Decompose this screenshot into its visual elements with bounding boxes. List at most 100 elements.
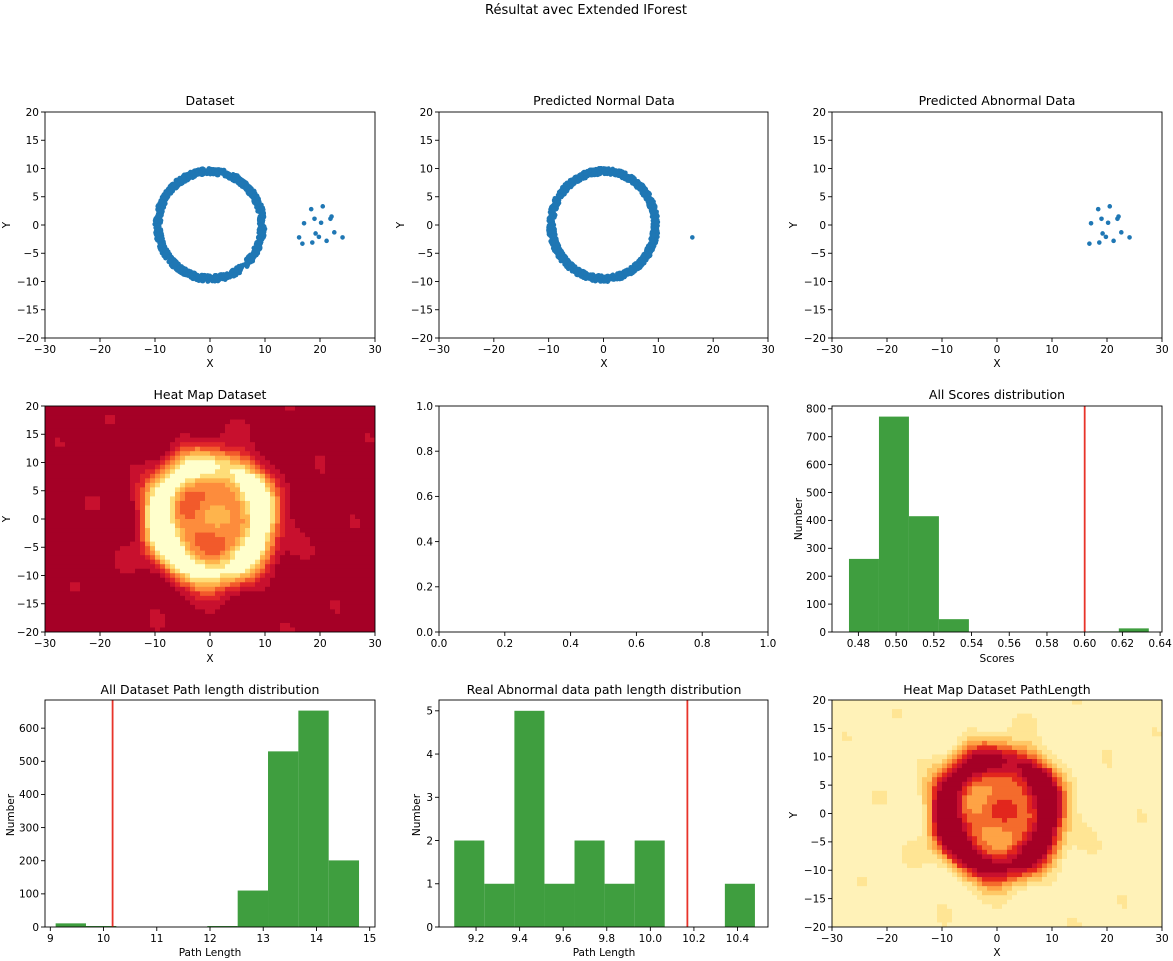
heatmap-cell xyxy=(150,505,156,511)
heatmap-cell xyxy=(90,428,96,434)
heatmap-cell xyxy=(305,555,311,561)
heatmap-cell xyxy=(265,500,271,507)
heatmap-cell xyxy=(130,469,136,475)
heatmap-cell xyxy=(180,622,186,629)
heatmap-cell xyxy=(145,496,151,502)
heatmap-cell xyxy=(260,613,266,620)
heatmap-cell xyxy=(150,455,156,461)
heatmap-cell xyxy=(95,523,101,529)
heatmap-cell xyxy=(45,523,51,529)
heatmap-cell xyxy=(50,437,56,443)
heatmap-cell xyxy=(140,591,146,597)
heatmap-cell xyxy=(315,433,321,439)
heatmap-cell xyxy=(295,482,301,488)
heatmap-cell xyxy=(165,591,171,597)
heatmap-cell xyxy=(160,496,166,502)
heatmap-cell xyxy=(95,482,101,488)
heatmap-cell xyxy=(195,437,201,443)
heatmap-cell xyxy=(240,442,246,448)
heatmap-cell xyxy=(240,604,246,610)
heatmap-cell xyxy=(105,564,111,570)
heatmap-cell xyxy=(130,627,136,632)
heatmap-cell xyxy=(135,464,141,470)
heatmap-cell xyxy=(245,455,251,461)
heatmap-cell xyxy=(165,582,171,588)
heatmap-cell xyxy=(220,482,226,488)
heatmap-cell xyxy=(285,464,291,470)
scatter-point xyxy=(182,267,188,272)
heatmap-cell xyxy=(275,519,281,525)
heatmap-cell xyxy=(160,618,166,624)
scatter-point xyxy=(556,200,562,206)
scatter-point xyxy=(209,275,215,281)
y-tick-label: 20 xyxy=(420,107,433,119)
heatmap-cell xyxy=(125,478,131,484)
heatmap-cell xyxy=(100,618,106,624)
heatmap-cell xyxy=(270,496,276,502)
heatmap-cell xyxy=(285,564,291,570)
heatmap-cell xyxy=(155,446,161,452)
heatmap-cell xyxy=(230,500,236,507)
heatmap-cell xyxy=(270,568,276,574)
x-tick-label: 0 xyxy=(994,344,1001,356)
heatmap-cell xyxy=(205,406,211,412)
heatmap-cell xyxy=(220,582,226,588)
heatmap-cell xyxy=(100,478,106,484)
heatmap-cell xyxy=(90,415,96,421)
heatmap-cell xyxy=(135,627,141,632)
heatmap-cell xyxy=(75,473,81,479)
heatmap-cell xyxy=(105,433,111,439)
heatmap-cell xyxy=(265,555,271,561)
heatmap-cell xyxy=(125,446,131,452)
heatmap-cell xyxy=(65,559,71,565)
heatmap-cell xyxy=(250,604,256,610)
heatmap-cell xyxy=(190,437,196,443)
heatmap-cell xyxy=(155,482,161,488)
heatmap-cell xyxy=(275,555,281,561)
heatmap-cell xyxy=(60,622,66,629)
heatmap-cell xyxy=(235,491,241,497)
heatmap-cell xyxy=(260,600,266,606)
heatmap-cell xyxy=(235,568,241,574)
heatmap-cell xyxy=(95,532,101,538)
heatmap-cell xyxy=(165,442,171,448)
heatmap-cell xyxy=(290,410,296,416)
y-tick-label: 0 xyxy=(426,220,433,232)
heatmap-cell xyxy=(220,406,226,412)
heatmap-cell xyxy=(190,600,196,606)
heatmap-cell xyxy=(185,559,191,565)
heatmap-cell xyxy=(60,491,66,497)
heatmap-cell xyxy=(85,622,91,629)
heatmap-cell xyxy=(285,627,291,632)
heatmap-cell xyxy=(80,613,86,620)
heatmap-cell xyxy=(190,428,196,434)
heatmap-cell xyxy=(210,491,216,497)
heatmap-cell xyxy=(295,410,301,416)
heatmap-cell xyxy=(295,627,301,632)
heatmap-cell xyxy=(285,437,291,443)
heatmap-cell xyxy=(255,618,261,624)
heatmap-cell xyxy=(80,509,86,516)
heatmap-cell xyxy=(225,455,231,461)
heatmap-cell xyxy=(310,500,316,507)
heatmap-cell xyxy=(320,442,326,448)
heatmap-cell xyxy=(190,410,196,416)
heatmap-cell xyxy=(320,568,326,574)
heatmap-cell xyxy=(165,410,171,416)
heatmap-cell xyxy=(260,514,266,520)
heatmap-cell xyxy=(320,528,326,534)
heatmap-cell xyxy=(115,546,121,552)
heatmap-cell xyxy=(285,519,291,525)
heatmap-cell xyxy=(185,473,191,479)
heatmap-cell xyxy=(65,424,71,430)
heatmap-cell xyxy=(70,410,76,416)
heatmap-cell xyxy=(120,582,126,588)
scatter-point xyxy=(1119,230,1124,235)
heatmap-cell xyxy=(65,564,71,570)
heatmap-cell xyxy=(325,600,331,606)
heatmap-cell xyxy=(320,500,326,507)
heatmap-cell xyxy=(110,500,116,507)
heatmap-cell xyxy=(320,505,326,511)
heatmap-cell xyxy=(300,482,306,488)
heatmap-cell xyxy=(225,478,231,484)
